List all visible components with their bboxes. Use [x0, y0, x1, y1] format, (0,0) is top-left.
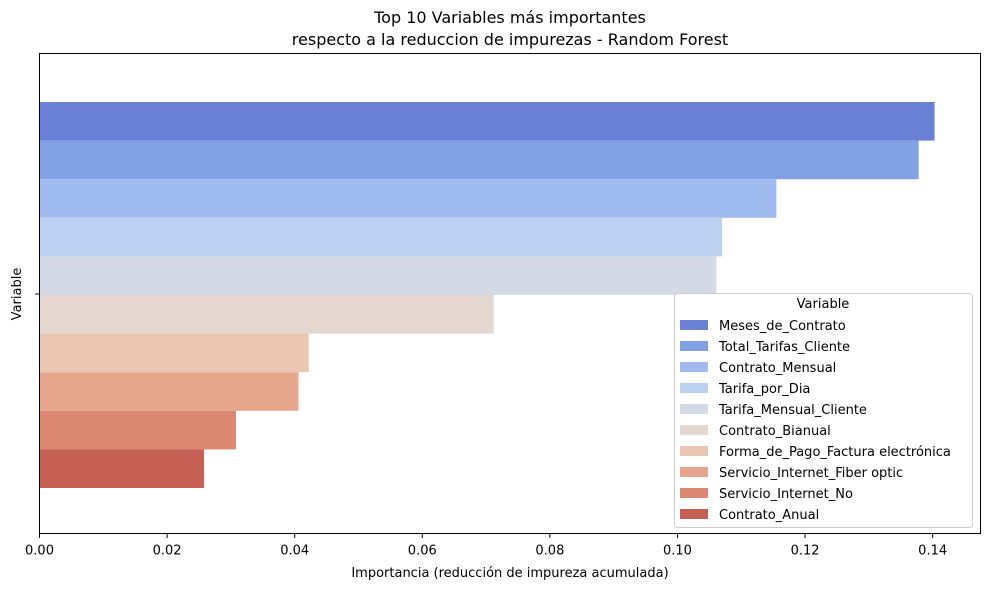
legend-swatch [680, 383, 708, 393]
legend-entry-label: Meses_de_Contrato [719, 319, 846, 334]
x-tick-label: 0.12 [791, 544, 820, 559]
bar-contrato-bianual [39, 295, 494, 334]
legend-swatch [680, 362, 708, 372]
legend-entry-label: Tarifa_Mensual_Cliente [718, 403, 867, 418]
bar-total-tarifas-cliente [39, 140, 919, 180]
bar-meses-de-contrato [39, 102, 935, 141]
bar-servicio-internet-fiber-optic [39, 372, 299, 411]
legend-entry-label: Total_Tarifas_Cliente [718, 340, 850, 355]
x-tick-label: 0.02 [153, 544, 182, 559]
x-tick-label: 0.14 [918, 544, 947, 559]
legend-entry-label: Servicio_Internet_No [719, 487, 853, 502]
legend-swatch [680, 425, 708, 435]
bar-servicio-internet-no [39, 410, 236, 450]
legend-swatch [680, 509, 708, 519]
legend-swatch [680, 488, 708, 498]
legend-swatch [680, 446, 708, 456]
legend-swatch [680, 467, 708, 477]
legend-swatch [680, 404, 708, 414]
bar-contrato-mensual [39, 179, 777, 218]
x-axis-ticks: 0.00 0.02 0.04 0.06 0.08 0.10 0.12 0.14 [25, 533, 947, 559]
legend-entry-label: Contrato_Anual [719, 508, 819, 523]
x-tick-label: 0.08 [535, 544, 564, 559]
legend-swatch [680, 320, 708, 330]
x-tick-label: 0.06 [408, 544, 437, 559]
x-tick-label: 0.10 [663, 544, 692, 559]
legend-box [674, 293, 973, 528]
legend-title: Variable [797, 297, 850, 312]
bar-tarifa-mensual-cliente [39, 256, 717, 295]
x-tick-label: 0.04 [280, 544, 309, 559]
legend: Variable Meses_de_Contrato Total_Tarifas_… [674, 293, 973, 528]
bars-group [39, 102, 935, 488]
legend-entry-label: Contrato_Bianual [719, 424, 831, 439]
chart-title-line-1: Top 10 Variables más importantes [373, 8, 646, 27]
y-axis: Variable [10, 268, 40, 321]
legend-swatch [680, 341, 708, 351]
x-tick-label: 0.00 [25, 544, 54, 559]
bar-forma-de-pago-factura-electr-nica [39, 333, 309, 373]
x-axis-label: Importancia (reducción de impureza acumu… [351, 566, 668, 581]
bar-contrato-anual [39, 449, 205, 488]
legend-entry-label: Tarifa_por_Dia [718, 382, 810, 397]
chart-title: Top 10 Variables más importantes respect… [292, 8, 728, 49]
legend-entry-label: Forma_de_Pago_Factura electrónica [719, 445, 951, 460]
bar-tarifa-por-dia [39, 217, 723, 257]
y-axis-label: Variable [10, 268, 25, 321]
legend-entry-label: Contrato_Mensual [719, 361, 836, 376]
chart-title-line-2: respecto a la reduccion de impurezas - R… [292, 30, 728, 49]
legend-entry-label: Servicio_Internet_Fiber optic [719, 466, 903, 481]
